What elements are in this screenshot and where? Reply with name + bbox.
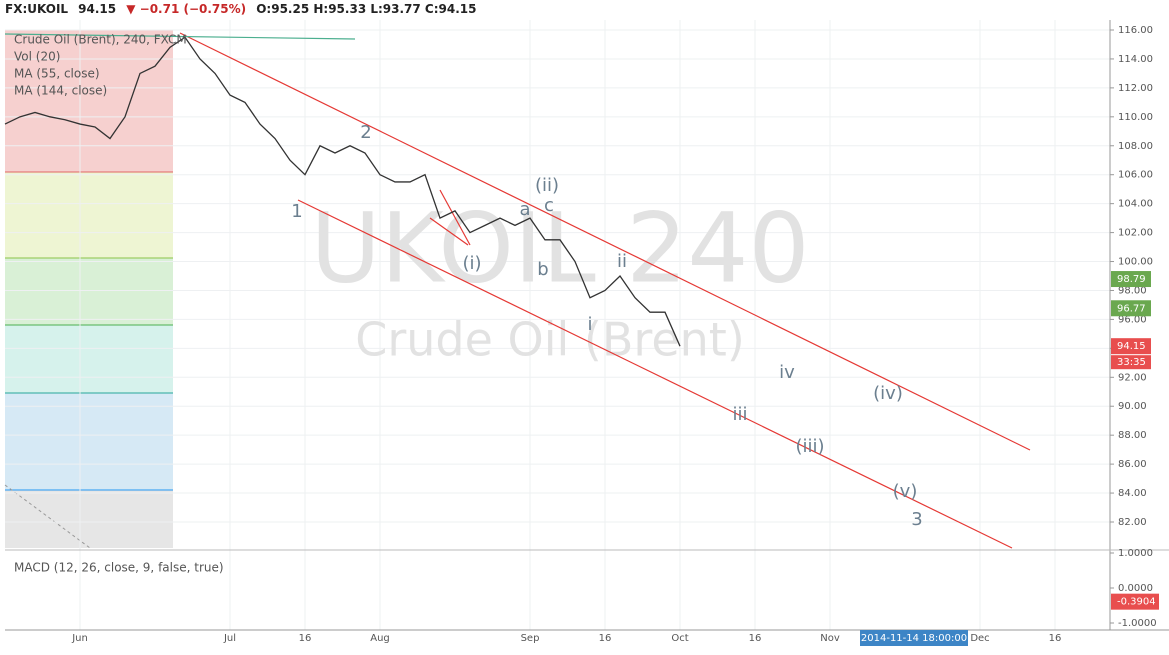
price-tag-label: 94.15 — [1117, 341, 1146, 352]
wave-label: c — [544, 195, 554, 216]
change: ▼ −0.71 (−0.75%) — [126, 2, 246, 16]
x-tick-label: 16 — [299, 633, 312, 644]
fib-zone — [5, 325, 173, 393]
x-tick-label: Jul — [223, 633, 236, 644]
wave-label: 1 — [291, 201, 302, 222]
y-tick-label: 102.00 — [1118, 228, 1153, 239]
legend-entry: Vol (20) — [14, 50, 60, 64]
y-tick-label: 92.00 — [1118, 372, 1147, 383]
y-tick-label: 96.00 — [1118, 314, 1147, 325]
y-tick-label: 82.00 — [1118, 517, 1147, 528]
crosshair-tag — [860, 630, 968, 646]
trend-line — [4, 33, 356, 40]
x-tick-label: Oct — [671, 633, 688, 644]
wave-label: 2 — [360, 122, 371, 143]
x-tick-label: 16 — [1049, 633, 1062, 644]
watermark: UKOIL 240 — [310, 192, 809, 304]
y-tick-label: 114.00 — [1118, 54, 1153, 65]
y-tick-label: 106.00 — [1118, 170, 1153, 181]
x-tick-label: Jun — [71, 633, 88, 644]
x-tick-label: 16 — [599, 633, 612, 644]
macd-tick-label: 0.0000 — [1118, 583, 1153, 594]
watermark: Crude Oil (Brent) — [355, 313, 745, 367]
header: FX:UKOIL 94.15 ▼ −0.71 (−0.75%) O:95.25 … — [5, 0, 477, 18]
macd-tag — [1111, 593, 1159, 610]
countdown-tag — [1111, 355, 1151, 370]
wave-label: (ii) — [535, 175, 559, 196]
price-tag-label: 96.77 — [1117, 303, 1146, 314]
x-tick-label: 16 — [749, 633, 762, 644]
wave-label: iii — [732, 404, 747, 425]
fib-lines — [4, 171, 173, 549]
macd-title: MACD (12, 26, close, 9, false, true) — [14, 561, 224, 575]
wave-label: b — [537, 259, 548, 280]
y-tick-label: 90.00 — [1118, 401, 1147, 412]
price-tag — [1111, 271, 1151, 288]
wave-label: (iii) — [795, 436, 824, 457]
y-tick-label: 86.00 — [1118, 459, 1147, 470]
wave-label: (v) — [893, 481, 918, 502]
x-tick-label: Aug — [370, 633, 390, 644]
x-tick-label: Sep — [521, 633, 540, 644]
y-tick-label: 116.00 — [1118, 25, 1153, 36]
x-tick-label: Nov — [820, 633, 840, 644]
crosshair-date: 2014-11-14 18:00:00 — [861, 633, 967, 644]
fib-zone — [5, 393, 173, 490]
grid — [5, 20, 1110, 630]
y-tick-label: 110.00 — [1118, 112, 1153, 123]
fib-zone — [5, 258, 173, 325]
wave-label: (i) — [462, 253, 481, 274]
macd-tick-label: 1.0000 — [1118, 548, 1153, 559]
price-tag — [1111, 338, 1151, 355]
y-tick-label: 104.00 — [1118, 199, 1153, 210]
y-tick-label: 100.00 — [1118, 257, 1153, 268]
macd-tag-label: -0.3904 — [1117, 597, 1156, 608]
fib-zone — [5, 172, 173, 258]
wave-label: iv — [779, 362, 795, 383]
price-tag — [1111, 300, 1151, 317]
countdown: 33:35 — [1117, 357, 1146, 368]
y-tick-label: 88.00 — [1118, 430, 1147, 441]
price-line — [4, 36, 681, 347]
wave-label: (iv) — [873, 383, 903, 404]
plot — [4, 36, 681, 347]
symbol: FX:UKOIL — [5, 2, 68, 16]
ohlc: O:95.25 H:95.33 L:93.77 C:94.15 — [256, 2, 476, 16]
legend-entry: Crude Oil (Brent), 240, FXCM — [14, 33, 187, 47]
y-tick-label: 84.00 — [1118, 488, 1147, 499]
fib-zone — [5, 490, 173, 548]
y-tick-label: 112.00 — [1118, 83, 1153, 94]
legend-entry: MA (144, close) — [14, 84, 107, 98]
wave-label: 3 — [911, 509, 922, 530]
fib-zone — [5, 30, 173, 172]
wave-label: i — [587, 314, 592, 335]
y-tick-label: 108.00 — [1118, 141, 1153, 152]
y-tick-label: 98.00 — [1118, 285, 1147, 296]
macd-tick-label: -1.0000 — [1118, 618, 1157, 629]
last-price: 94.15 — [78, 2, 116, 16]
x-tick-label: Dec — [970, 633, 989, 644]
price-tag-label: 98.79 — [1117, 274, 1146, 285]
legend-entry: MA (55, close) — [14, 67, 100, 81]
channel-lines — [179, 32, 1031, 549]
wave-label: a — [519, 199, 530, 220]
wave-label: ii — [617, 251, 627, 272]
